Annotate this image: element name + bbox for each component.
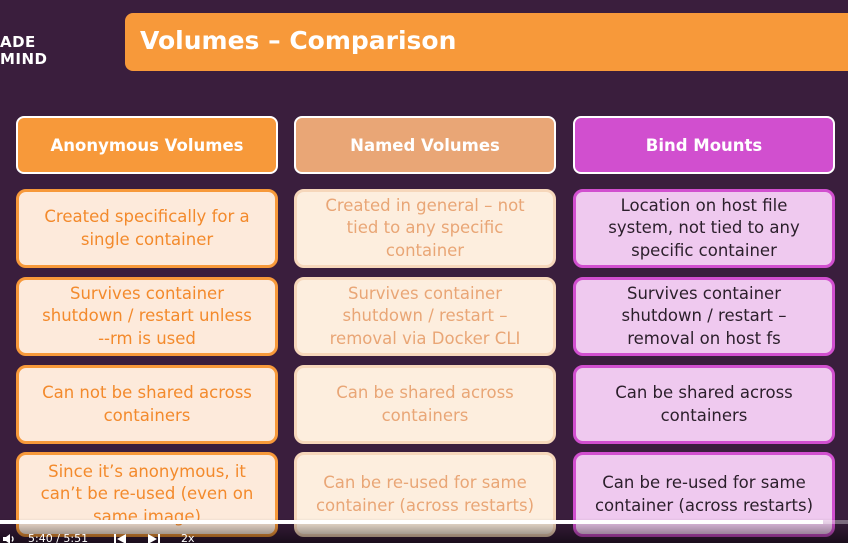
named-cell-creation: Created in general – not tied to any spe… xyxy=(294,189,556,268)
anonymous-cell-creation: Created specifically for a single contai… xyxy=(16,189,278,268)
video-progress-fill xyxy=(0,520,823,524)
volume-icon[interactable] xyxy=(2,533,16,543)
logo-line-1: ADE xyxy=(0,33,36,51)
bind-cell-creation: Location on host file system, not tied t… xyxy=(573,189,835,268)
column-header-bind-mounts: Bind Mounts xyxy=(573,116,835,174)
named-cell-lifetime: Survives container shutdown / restart – … xyxy=(294,277,556,356)
skip-previous-icon[interactable] xyxy=(113,533,127,543)
video-progress-bar[interactable] xyxy=(0,520,848,524)
anonymous-cell-lifetime: Survives container shutdown / restart un… xyxy=(16,277,278,356)
anonymous-cell-reuse: Since it’s anonymous, it can’t be re-use… xyxy=(16,452,278,537)
anonymous-cell-sharing: Can not be shared across containers xyxy=(16,365,278,444)
bind-cell-sharing: Can be shared across containers xyxy=(573,365,835,444)
title-bar xyxy=(125,13,848,71)
column-header-named-volumes: Named Volumes xyxy=(294,116,556,174)
page-title: Volumes – Comparison xyxy=(140,26,457,55)
bind-cell-lifetime: Survives container shutdown / restart – … xyxy=(573,277,835,356)
logo-line-2: MIND xyxy=(0,50,48,68)
time-display: 5:40 / 5:51 xyxy=(28,532,89,543)
named-cell-sharing: Can be shared across containers xyxy=(294,365,556,444)
brand-logo: ADE MIND xyxy=(0,34,48,68)
column-header-anonymous-volumes: Anonymous Volumes xyxy=(16,116,278,174)
playback-speed-button[interactable]: 2x xyxy=(181,532,195,543)
skip-next-icon[interactable] xyxy=(147,533,161,543)
